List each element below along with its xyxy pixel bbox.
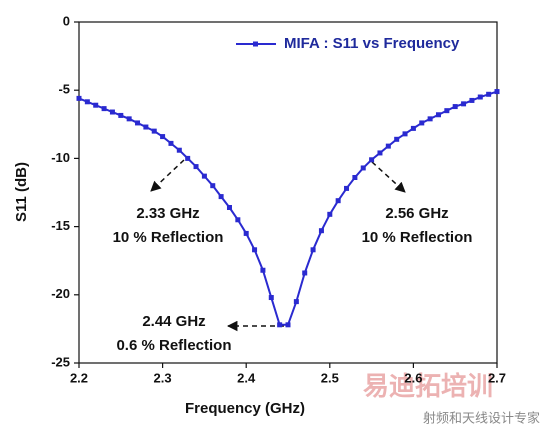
x-axis-label: Frequency (GHz) [185, 400, 305, 417]
point [93, 102, 99, 108]
annotation-arrows [150, 159, 406, 332]
point [335, 198, 341, 204]
point [76, 95, 82, 101]
point [135, 120, 141, 126]
y-tick-label: -20 [51, 286, 70, 301]
watermark-title: 易迪拓培训 [363, 371, 493, 401]
annotation: 10 % Reflection [362, 229, 473, 246]
point [410, 125, 416, 131]
point [143, 124, 149, 130]
y-tick-label: 0 [63, 13, 70, 28]
point [461, 101, 467, 107]
point [477, 94, 483, 100]
point [84, 99, 90, 105]
point [369, 157, 375, 163]
point [377, 150, 383, 156]
y-tick-label: -15 [51, 218, 70, 233]
point [444, 108, 450, 114]
x-tick-label: 2.6 [404, 370, 422, 385]
point [126, 116, 132, 122]
point [160, 134, 166, 140]
point [118, 112, 124, 118]
point [452, 104, 458, 110]
point [327, 211, 333, 217]
point [252, 247, 258, 253]
point [293, 299, 299, 305]
point [360, 165, 366, 171]
x-tick-label: 2.5 [321, 370, 339, 385]
point [210, 183, 216, 189]
point [226, 205, 232, 211]
point [469, 97, 475, 103]
point [385, 143, 391, 149]
point [419, 120, 425, 126]
watermark-subtitle: 射频和天线设计专家 [423, 410, 540, 425]
y-axis-label: S11 (dB) [13, 162, 30, 222]
point [318, 228, 324, 234]
x-tick-label: 2.2 [70, 370, 88, 385]
point [168, 140, 174, 146]
annotation: 2.44 GHz [142, 313, 205, 330]
point [344, 185, 350, 191]
point [109, 109, 115, 115]
point [235, 217, 241, 223]
x-tick-label: 2.7 [488, 370, 506, 385]
x-tick-label: 2.3 [154, 370, 172, 385]
plot-frame [78, 21, 498, 364]
point [185, 155, 191, 161]
point [402, 131, 408, 137]
point [151, 128, 157, 134]
point [176, 147, 182, 153]
point [260, 267, 266, 273]
legend-marker [253, 41, 258, 47]
point [193, 164, 199, 170]
legend-label: MIFA : S11 vs Frequency [284, 35, 460, 52]
point [201, 173, 207, 179]
point [285, 322, 291, 328]
annotation: 2.56 GHz [385, 205, 448, 222]
point [243, 230, 249, 236]
point [268, 295, 274, 301]
point [302, 270, 308, 276]
annotation: 10 % Reflection [113, 229, 224, 246]
point [394, 136, 400, 142]
point [218, 194, 224, 200]
point [427, 116, 433, 122]
annotation: 2.33 GHz [136, 205, 199, 222]
point [277, 322, 283, 328]
point [101, 106, 107, 112]
y-tick-label: -5 [58, 82, 70, 97]
annotation: 0.6 % Reflection [116, 337, 231, 354]
point [435, 112, 441, 118]
point [494, 89, 500, 95]
y-tick-label: -10 [51, 150, 70, 165]
point [486, 91, 492, 97]
y-tick-label: -25 [51, 354, 70, 369]
point [352, 174, 358, 180]
x-tick-label: 2.4 [237, 370, 256, 385]
point [310, 247, 316, 253]
